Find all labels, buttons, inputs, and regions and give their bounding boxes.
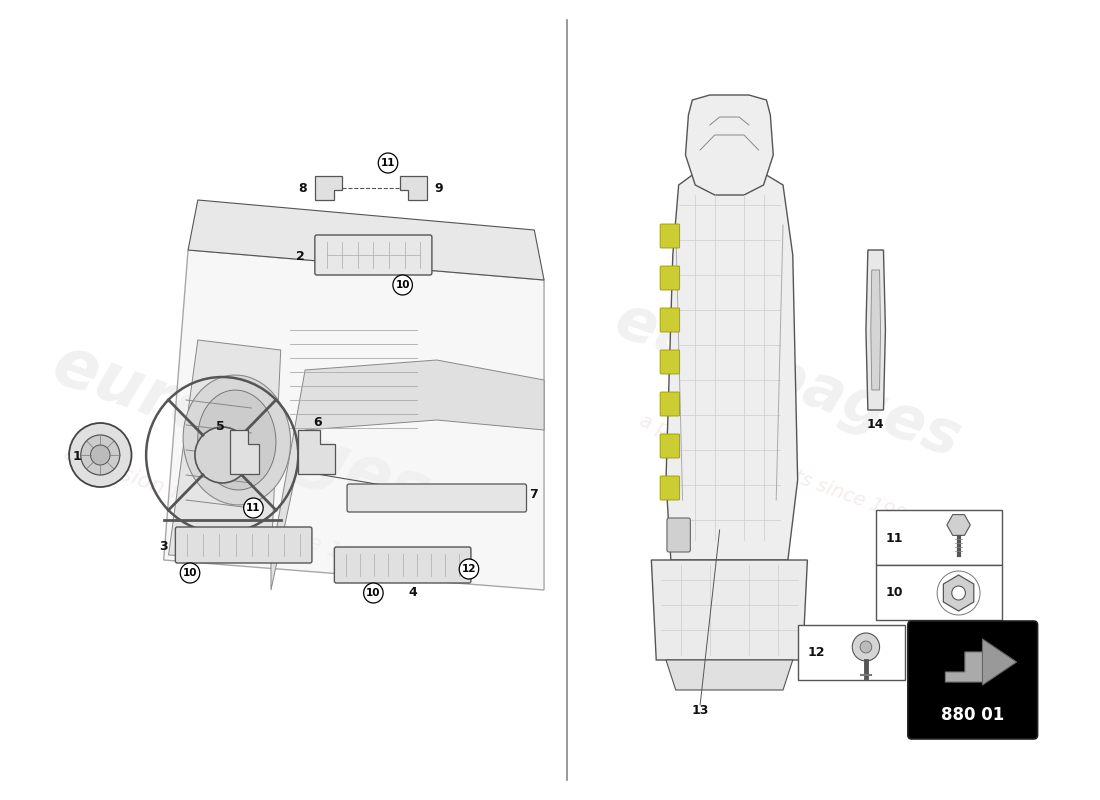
Circle shape [195,427,250,483]
Circle shape [80,435,120,475]
FancyBboxPatch shape [908,621,1037,739]
FancyBboxPatch shape [660,224,680,248]
FancyBboxPatch shape [660,350,680,374]
Polygon shape [164,250,544,590]
Text: 10: 10 [886,586,903,599]
Polygon shape [685,95,773,195]
Circle shape [364,583,383,603]
Text: 8: 8 [298,182,307,195]
FancyBboxPatch shape [798,625,905,680]
Circle shape [952,586,966,600]
Text: 6: 6 [314,415,322,429]
Text: 5: 5 [217,419,226,433]
Polygon shape [944,575,974,611]
Text: 4: 4 [408,586,417,599]
Text: 10: 10 [366,588,381,598]
Text: 11: 11 [381,158,395,168]
Text: a passion for parts since 1985: a passion for parts since 1985 [637,410,920,530]
Text: europages: europages [607,290,969,470]
Text: 880 01: 880 01 [942,706,1004,724]
Text: 11: 11 [886,531,903,545]
FancyBboxPatch shape [660,476,680,500]
FancyBboxPatch shape [660,434,680,458]
Text: 10: 10 [183,568,197,578]
Text: europages: europages [44,331,439,529]
Circle shape [860,641,872,653]
Polygon shape [866,250,886,410]
Polygon shape [271,360,544,590]
Text: 14: 14 [867,418,884,431]
Polygon shape [982,639,1016,685]
Circle shape [378,153,398,173]
Circle shape [459,559,478,579]
Polygon shape [651,560,807,660]
Ellipse shape [183,375,290,505]
Ellipse shape [198,390,276,490]
Polygon shape [399,176,427,200]
Text: 11: 11 [246,503,261,513]
Text: 12: 12 [807,646,825,659]
Polygon shape [188,200,544,280]
Polygon shape [315,176,342,200]
Text: a passion for parts since 1985: a passion for parts since 1985 [60,443,384,577]
FancyBboxPatch shape [334,547,471,583]
Polygon shape [871,270,881,390]
Polygon shape [947,514,970,535]
FancyBboxPatch shape [660,266,680,290]
Text: 2: 2 [296,250,305,263]
Polygon shape [230,430,260,474]
Polygon shape [168,340,280,560]
Text: 7: 7 [529,487,538,501]
FancyBboxPatch shape [876,565,1002,620]
FancyBboxPatch shape [346,484,527,512]
Text: 13: 13 [692,703,708,717]
Circle shape [852,633,880,661]
Circle shape [69,423,132,487]
Polygon shape [666,660,793,690]
Text: 1: 1 [73,450,81,463]
FancyBboxPatch shape [876,510,1002,565]
Polygon shape [666,175,798,560]
Circle shape [393,275,412,295]
Circle shape [90,445,110,465]
Text: 12: 12 [462,564,476,574]
Polygon shape [298,430,336,474]
FancyBboxPatch shape [660,308,680,332]
FancyBboxPatch shape [175,527,312,563]
Polygon shape [945,652,1000,682]
Text: 9: 9 [434,182,443,195]
FancyBboxPatch shape [667,518,691,552]
Text: 3: 3 [160,541,167,554]
Circle shape [180,563,200,583]
Circle shape [244,498,263,518]
FancyBboxPatch shape [660,392,680,416]
FancyBboxPatch shape [315,235,432,275]
Text: 10: 10 [395,280,410,290]
